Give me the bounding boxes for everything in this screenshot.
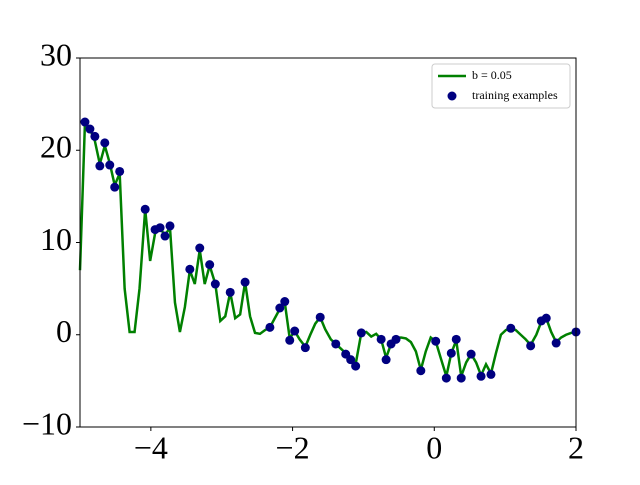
x-tick-label: −2: [276, 429, 310, 465]
scatter-point: [285, 335, 295, 345]
scatter-point: [300, 343, 310, 353]
scatter-point: [526, 341, 536, 351]
scatter-point: [476, 371, 486, 381]
y-tick-label: 0: [56, 313, 72, 349]
scatter-point: [155, 223, 165, 233]
y-tick-label: −10: [22, 405, 72, 441]
scatter-point: [275, 303, 285, 313]
scatter-point: [195, 243, 205, 253]
scatter-point: [486, 369, 496, 379]
scatter-point: [225, 287, 235, 297]
legend-label: training examples: [472, 88, 558, 102]
scatter-point: [100, 138, 110, 148]
scatter-point: [205, 260, 215, 270]
scatter-point: [446, 348, 456, 358]
y-tick-label: 20: [40, 129, 72, 165]
scatter-point: [95, 161, 105, 171]
scatter-point: [280, 297, 290, 307]
scatter-point: [441, 373, 451, 383]
legend: b = 0.05 training examples: [431, 63, 571, 109]
scatter-point: [351, 361, 361, 371]
scatter-point: [85, 124, 95, 134]
scatter-point: [381, 355, 391, 365]
scatter-point: [110, 182, 120, 192]
scatter-point: [210, 279, 220, 289]
scatter-point: [391, 334, 401, 344]
scatter-point: [165, 221, 175, 231]
x-tick-label: 2: [568, 429, 584, 465]
scatter-point: [551, 338, 561, 348]
legend-swatch: [447, 91, 457, 101]
scatter-point: [115, 166, 125, 176]
scatter-point: [466, 349, 476, 359]
scatter-point: [356, 328, 366, 338]
scatter-point: [376, 334, 386, 344]
legend-box: [431, 63, 571, 109]
scatter-point: [331, 339, 341, 349]
scatter-point: [290, 326, 300, 336]
y-tick-label: 30: [40, 36, 72, 72]
scatter-point: [541, 313, 551, 323]
scatter-point: [105, 160, 115, 170]
x-tick-label: −4: [134, 429, 168, 465]
scatter-point: [185, 264, 195, 274]
x-tick-label: 0: [426, 429, 442, 465]
scatter-point: [160, 231, 170, 241]
line-series: [78, 119, 577, 382]
scatter-point: [315, 312, 325, 322]
scatter-point: [451, 334, 461, 344]
scatter-point: [240, 277, 250, 287]
scatter-point: [346, 355, 356, 365]
scatter-point: [506, 323, 516, 333]
scatter-point: [140, 204, 150, 214]
legend-label: b = 0.05: [472, 68, 512, 82]
y-tick-label: 10: [40, 221, 72, 257]
scatter-point: [431, 336, 441, 346]
scatter-point: [456, 373, 466, 383]
scatter-point: [416, 366, 426, 376]
scatter-point: [90, 131, 100, 141]
scatter-point: [80, 117, 90, 127]
scatter-point: [265, 322, 275, 332]
